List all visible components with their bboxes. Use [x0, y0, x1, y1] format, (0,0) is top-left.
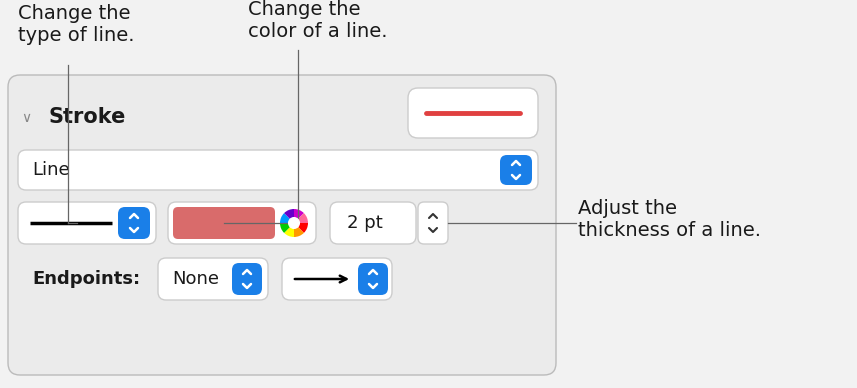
Wedge shape — [294, 223, 308, 233]
FancyBboxPatch shape — [282, 258, 392, 300]
FancyBboxPatch shape — [18, 150, 538, 190]
FancyBboxPatch shape — [158, 258, 268, 300]
Wedge shape — [294, 209, 304, 223]
Text: Endpoints:: Endpoints: — [32, 270, 141, 288]
Wedge shape — [285, 209, 294, 223]
FancyBboxPatch shape — [408, 88, 538, 138]
Text: 2 pt: 2 pt — [347, 214, 383, 232]
FancyBboxPatch shape — [168, 202, 316, 244]
FancyBboxPatch shape — [118, 207, 150, 239]
FancyBboxPatch shape — [358, 263, 388, 295]
Text: Change the
color of a line.: Change the color of a line. — [248, 0, 387, 41]
Text: Line: Line — [32, 161, 69, 179]
Wedge shape — [294, 223, 304, 237]
Wedge shape — [285, 223, 294, 237]
FancyBboxPatch shape — [232, 263, 262, 295]
Text: Adjust the
thickness of a line.: Adjust the thickness of a line. — [578, 199, 761, 239]
Text: ∨: ∨ — [21, 111, 31, 125]
Wedge shape — [280, 213, 294, 223]
FancyBboxPatch shape — [418, 202, 448, 244]
Circle shape — [289, 218, 299, 228]
Text: None: None — [172, 270, 219, 288]
FancyBboxPatch shape — [500, 155, 532, 185]
Wedge shape — [280, 223, 294, 233]
Wedge shape — [294, 213, 308, 223]
FancyBboxPatch shape — [330, 202, 416, 244]
FancyBboxPatch shape — [173, 207, 275, 239]
Text: Change the
type of line.: Change the type of line. — [18, 4, 135, 45]
FancyBboxPatch shape — [8, 75, 556, 375]
FancyBboxPatch shape — [18, 202, 156, 244]
Text: Stroke: Stroke — [48, 107, 125, 127]
